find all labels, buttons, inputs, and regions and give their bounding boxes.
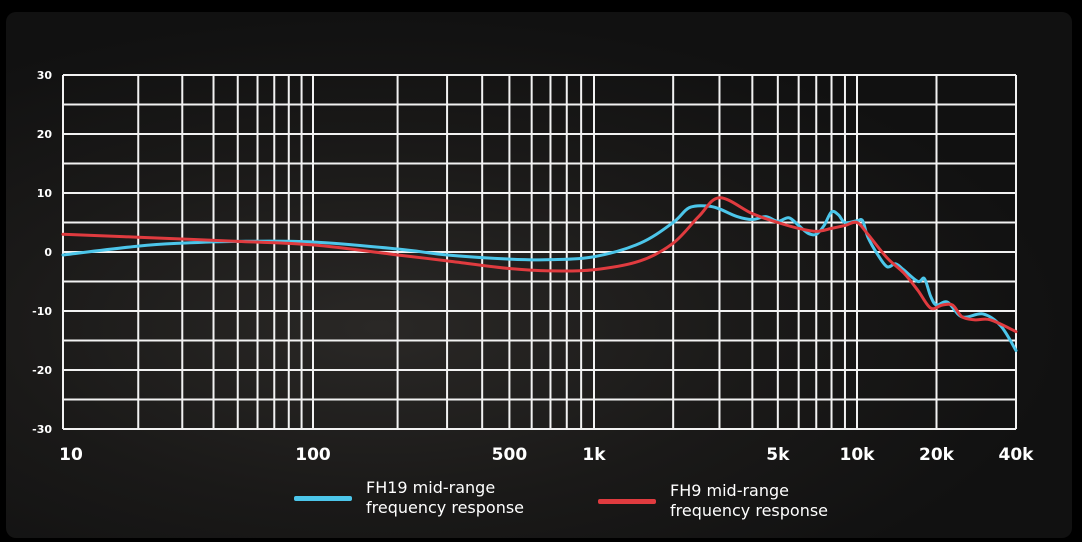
x-tick-label: 10k — [840, 445, 876, 465]
x-tick-label: 40k — [999, 445, 1035, 465]
series-lines — [61, 196, 1018, 353]
x-tick-label: 10 — [59, 445, 83, 465]
legend-label-line1: FH9 mid-range — [670, 481, 789, 500]
x-tick-label: 20k — [919, 445, 955, 465]
legend-item-fh19: FH19 mid-range frequency response — [294, 478, 524, 518]
y-tick-label: 20 — [37, 128, 53, 141]
legend-label-line1: FH19 mid-range — [366, 478, 496, 497]
series-line-fh19 — [61, 204, 1018, 353]
x-tick-label: 500 — [492, 445, 528, 465]
y-tick-label: 30 — [37, 69, 53, 82]
legend-swatch-fh9 — [598, 498, 656, 504]
legend-label-line2: frequency response — [670, 501, 829, 520]
grid — [62, 74, 1017, 430]
y-tick-label: -10 — [32, 305, 52, 318]
x-tick-label: 100 — [295, 445, 331, 465]
x-tick-label: 1k — [582, 445, 606, 465]
x-axis: 10 100 500 1k 5k 10k 20k 40k — [59, 445, 1034, 465]
series-line-fh9 — [61, 196, 1018, 334]
legend-label-line2: frequency response — [366, 498, 525, 517]
legend-swatch-fh19 — [294, 495, 352, 501]
y-tick-label: -30 — [32, 423, 52, 436]
y-tick-label: 0 — [44, 246, 52, 259]
y-axis: 30 20 10 0 -10 -20 -30 — [32, 69, 52, 436]
y-tick-label: 10 — [37, 187, 53, 200]
y-tick-label: -20 — [32, 364, 52, 377]
legend-item-fh9: FH9 mid-range frequency response — [598, 481, 828, 521]
x-tick-label: 5k — [766, 445, 790, 465]
chart-panel — [6, 12, 1072, 538]
